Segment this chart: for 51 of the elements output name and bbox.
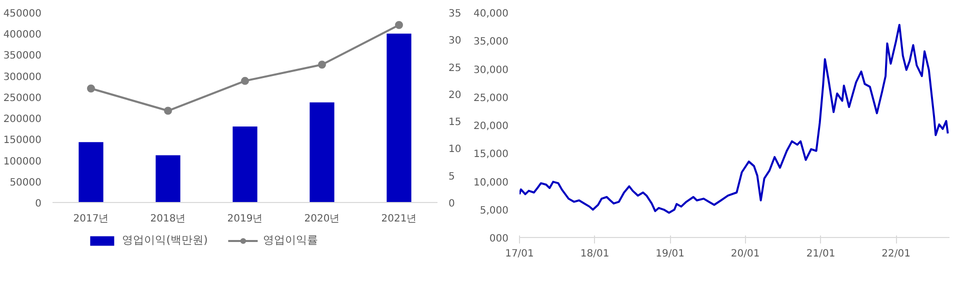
y-tick-label: 10,000 [474,177,509,188]
y-tick-label: 200000 [3,114,42,126]
y-tick-label: 450000 [3,8,42,20]
y-tick-label: 000 [489,234,509,244]
y-tick-label: 30,000 [474,64,509,76]
x-tick-label: 20/01 [730,248,760,260]
line-series [520,24,949,214]
x-tick-label: 21/01 [806,248,836,260]
x-tick-label: 22/01 [882,248,911,260]
bar [232,126,258,202]
y2-tick-label: 30 [448,36,462,47]
y-tick-label: 400000 [3,30,42,41]
y2-tick-label: 0 [448,198,455,210]
x-tick-label: 18/01 [580,248,610,260]
y-tick-label: 150000 [3,135,42,146]
y2-tick-label: 25 [448,62,462,74]
y-tick-label: 40,000 [474,8,509,20]
y-tick-label: 35,000 [474,36,509,48]
y2-tick-label: 5 [448,171,455,182]
y-tick-label: 5,000 [480,205,509,216]
x-tick-label: 2018년 [150,214,186,224]
y-tick-label: 250000 [3,92,42,104]
legend-label: 영업이익(백만원) [122,232,208,248]
x-tick-label: 2021년 [381,214,417,224]
y2-tick-label: 10 [448,144,462,156]
legend-label: 영업이익률 [262,232,318,248]
y-tick-label: 300000 [3,72,42,83]
bar [386,34,412,202]
point [395,20,403,29]
y-tick-label: 50000 [10,177,42,188]
y-tick-label: 20,000 [474,121,509,132]
y-tick-label: 15,000 [474,149,509,160]
y-tick-label: 0 [35,198,42,210]
x-tick-label: 19/01 [656,248,684,260]
bar [310,102,334,202]
y2-tick-label: 35 [448,8,462,20]
y2-tick-label: 15 [448,117,462,128]
x-tick-label: 17/01 [505,248,534,260]
bar [78,142,104,202]
point [164,106,172,115]
y2-tick-label: 20 [448,90,462,101]
y-tick-label: 100000 [3,156,42,168]
y-tick-label: 350000 [3,50,42,62]
y-tick-label: 25,000 [474,92,509,104]
x-tick-label: 2019년 [227,214,263,224]
x-tick-label: 2017년 [73,214,109,224]
point [241,76,249,85]
x-tick-label: 2020년 [304,214,340,224]
bar [156,155,180,202]
point [87,84,95,92]
point [318,60,326,69]
